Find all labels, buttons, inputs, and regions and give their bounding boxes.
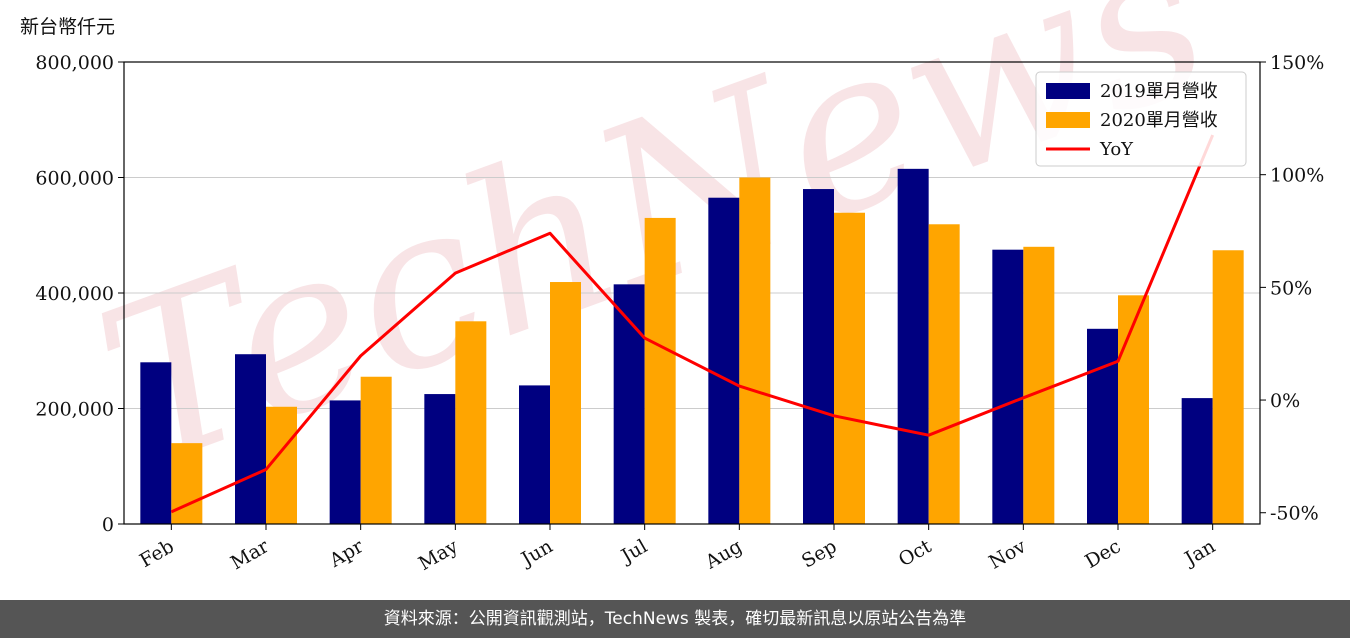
bar-2020-dec <box>1118 295 1149 524</box>
x-tick-label-jan: Jan <box>1179 535 1219 571</box>
legend-label-0: 2019單月營收 <box>1100 81 1218 102</box>
bar-2019-may <box>424 394 456 524</box>
left-tick-label: 0 <box>102 514 114 536</box>
bars <box>140 168 1244 525</box>
left-tick-label: 600,000 <box>35 168 114 190</box>
x-tick-label-mar: Mar <box>227 535 273 574</box>
x-tick-label-aug: Aug <box>701 535 746 574</box>
legend-label-2: YoY <box>1099 139 1134 160</box>
legend: 2019單月營收 2020單月營收 YoY <box>1035 71 1247 167</box>
yoy-polyline <box>170 134 1215 514</box>
x-tick-label-oct: Oct <box>895 535 936 571</box>
x-tick-label-apr: Apr <box>325 535 368 572</box>
bar-2020-jan <box>1212 250 1244 524</box>
bar-2019-jun <box>519 385 550 524</box>
bar-2019-apr <box>329 400 361 524</box>
bar-2020-sep <box>834 212 865 525</box>
right-tick-label: 150% <box>1270 52 1324 74</box>
x-tick-label-jun: Jun <box>516 535 557 571</box>
bar-2020-jul <box>644 217 676 525</box>
bar-2019-feb <box>140 362 172 524</box>
right-tick-label: 100% <box>1270 165 1324 187</box>
bar-2020-apr <box>360 376 392 524</box>
bar-2020-may <box>455 321 487 524</box>
legend-label-1: 2020單月營收 <box>1100 110 1218 131</box>
x-tick-label-feb: Feb <box>136 535 178 572</box>
bar-2020-jun <box>550 282 581 524</box>
bar-2019-dec <box>1087 328 1118 524</box>
legend-swatch-0 <box>1046 83 1090 99</box>
bar-2020-oct <box>928 224 960 524</box>
source-footer: 資料來源：公開資訊觀測站，TechNews 製表，確切最新訊息以原站公告為準 <box>0 600 1350 638</box>
bar-2019-nov <box>992 249 1024 524</box>
left-tick-label: 800,000 <box>35 52 114 74</box>
bar-2019-jul <box>613 284 645 524</box>
left-tick-label: 400,000 <box>35 283 114 305</box>
left-axis-ticks: 0 200,000 400,000 600,000 800,000 <box>35 52 124 536</box>
bar-2020-nov <box>1023 246 1055 525</box>
bar-2020-feb <box>171 443 203 524</box>
gridlines <box>124 177 1260 409</box>
bar-2019-sep <box>803 189 834 525</box>
x-tick-label-may: May <box>415 535 462 575</box>
bar-2019-aug <box>708 197 740 524</box>
chart: TechNews Feb Mar Apr May Jun Jul Aug Sep Oct Nov D… <box>20 0 1324 575</box>
right-tick-label: -50% <box>1270 503 1319 525</box>
x-tick-label-jul: Jul <box>616 535 651 568</box>
x-axis-ticks: Feb Mar Apr May Jun Jul Aug Sep Oct Nov Dec Jan <box>136 524 1219 575</box>
x-tick-label-nov: Nov <box>985 535 1030 574</box>
bar-2019-mar <box>235 354 266 524</box>
bar-2019-jan <box>1181 398 1213 524</box>
left-tick-label: 200,000 <box>35 399 114 421</box>
unit-label: 新台幣仟元 <box>20 16 115 38</box>
right-axis-ticks: -50% 0% 50% 100% 150% <box>1260 52 1324 525</box>
x-tick-label-dec: Dec <box>1081 535 1124 573</box>
legend-swatch-1 <box>1046 112 1090 128</box>
x-tick-label-sep: Sep <box>798 535 841 572</box>
right-tick-label: 0% <box>1270 390 1300 412</box>
right-tick-label: 50% <box>1270 277 1312 299</box>
bar-2020-aug <box>739 177 771 524</box>
bar-2019-oct <box>897 168 929 524</box>
